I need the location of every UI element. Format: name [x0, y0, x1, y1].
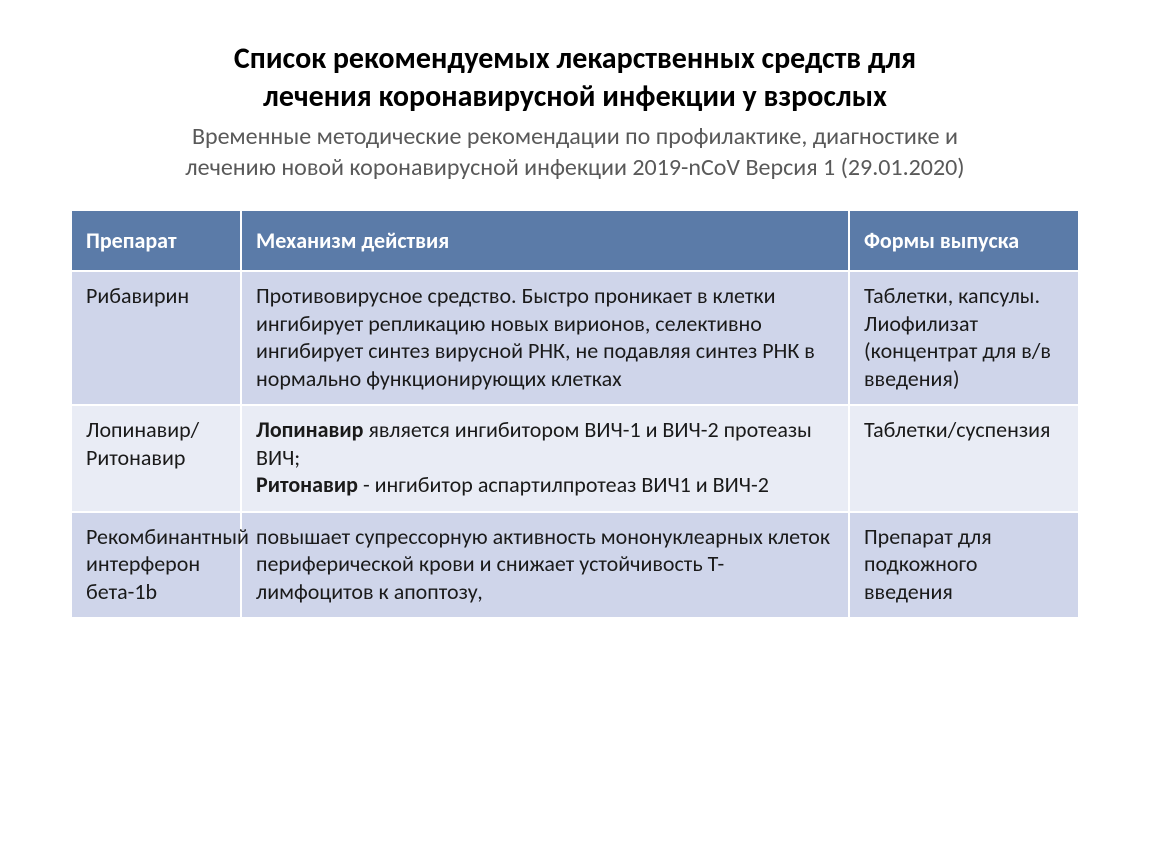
subtitle-line-2: лечению новой коронавирусной инфекции 20…	[185, 153, 964, 182]
cell-mechanism: Противовирусное средство. Быстро проника…	[241, 271, 849, 405]
page-title: Список рекомендуемых лекарственных средс…	[70, 40, 1080, 115]
cell-drug: Рекомбинантный интерферон бета-1b	[71, 512, 241, 619]
cell-forms: Препарат для подкожного введения	[849, 512, 1079, 619]
cell-mechanism: Лопинавир является ингибитором ВИЧ-1 и В…	[241, 405, 849, 512]
table-row: Рибавирин Противовирусное средство. Быст…	[71, 271, 1079, 405]
title-line-1: Список рекомендуемых лекарственных средс…	[234, 40, 916, 77]
table-header-row: Препарат Механизм действия Формы выпуска	[71, 210, 1079, 271]
mech-bold: Ритонавир	[256, 471, 358, 498]
col-header-drug: Препарат	[71, 210, 241, 271]
subtitle-line-1: Временные методические рекомендации по п…	[192, 122, 958, 151]
cell-drug: Лопинавир/ Ритонавир	[71, 405, 241, 512]
table-row: Рекомбинантный интерферон бета-1b повыша…	[71, 512, 1079, 619]
drug-table: Препарат Механизм действия Формы выпуска…	[70, 209, 1080, 619]
cell-forms: Таблетки, капсулы. Лиофилизат (концентра…	[849, 271, 1079, 405]
cell-mechanism: повышает супрессорную активность мононук…	[241, 512, 849, 619]
cell-forms: Таблетки/суспензия	[849, 405, 1079, 512]
col-header-forms: Формы выпуска	[849, 210, 1079, 271]
mech-text: - ингибитор аспартилпротеаз ВИЧ1 и ВИЧ-2	[358, 471, 769, 498]
title-line-2: лечения коронавирусной инфекции у взросл…	[263, 78, 887, 115]
col-header-mechanism: Механизм действия	[241, 210, 849, 271]
cell-drug: Рибавирин	[71, 271, 241, 405]
table-row: Лопинавир/ Ритонавир Лопинавир является …	[71, 405, 1079, 512]
page-subtitle: Временные методические рекомендации по п…	[70, 121, 1080, 183]
mech-bold: Лопинавир	[256, 416, 363, 443]
